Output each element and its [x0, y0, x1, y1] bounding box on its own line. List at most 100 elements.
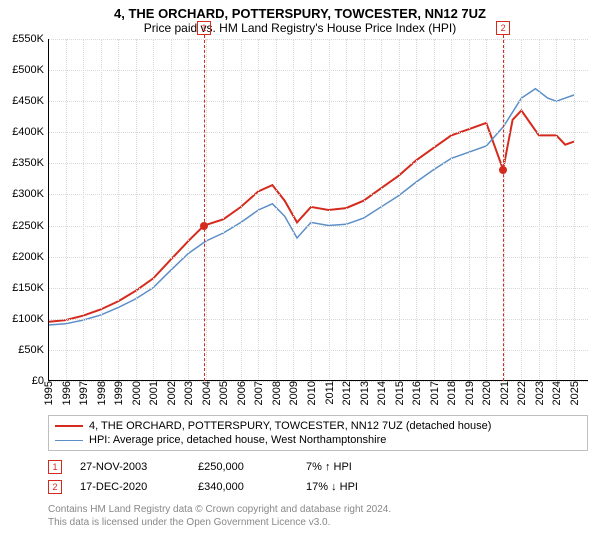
x-tick-label: 2018 — [444, 381, 458, 405]
footer-line2: This data is licensed under the Open Gov… — [48, 516, 588, 529]
gridline-v — [276, 39, 277, 381]
x-tick-label: 2015 — [392, 381, 406, 405]
legend-swatch — [55, 440, 83, 441]
x-axis — [48, 380, 588, 381]
x-tick-label: 2004 — [199, 381, 213, 405]
sale-price: £250,000 — [198, 461, 288, 473]
x-tick-label: 1998 — [94, 381, 108, 405]
y-tick-label: £500K — [12, 64, 48, 76]
y-tick-label: £550K — [12, 33, 48, 45]
gridline-v — [399, 39, 400, 381]
footer-line1: Contains HM Land Registry data © Crown c… — [48, 503, 588, 516]
gridline-v — [118, 39, 119, 381]
gridline-v — [188, 39, 189, 381]
x-tick-label: 1995 — [41, 381, 55, 405]
x-tick-label: 2022 — [514, 381, 528, 405]
x-tick-label: 2005 — [216, 381, 230, 405]
y-tick-label: £350K — [12, 157, 48, 169]
y-axis — [48, 39, 49, 381]
gridline-v — [241, 39, 242, 381]
gridline-v — [293, 39, 294, 381]
plot-region: £0£50K£100K£150K£200K£250K£300K£350K£400… — [48, 39, 588, 381]
gridline-h — [48, 163, 588, 164]
legend-item: HPI: Average price, detached house, West… — [55, 433, 581, 447]
gridline-v — [206, 39, 207, 381]
gridline-v — [539, 39, 540, 381]
gridline-v — [101, 39, 102, 381]
sale-marker-box: 2 — [496, 21, 510, 35]
sale-row: 217-DEC-2020£340,00017% ↓ HPI — [48, 477, 588, 497]
gridline-v — [381, 39, 382, 381]
gridline-v — [469, 39, 470, 381]
sale-marker-dot — [499, 166, 507, 174]
y-tick-label: £400K — [12, 126, 48, 138]
gridline-v — [153, 39, 154, 381]
x-tick-label: 2011 — [322, 381, 336, 405]
gridline-v — [364, 39, 365, 381]
x-tick-label: 1996 — [59, 381, 73, 405]
x-tick-label: 2020 — [479, 381, 493, 405]
legend-label: HPI: Average price, detached house, West… — [89, 434, 386, 446]
x-tick-label: 2000 — [129, 381, 143, 405]
legend-item: 4, THE ORCHARD, POTTERSPURY, TOWCESTER, … — [55, 419, 581, 433]
sale-row-marker: 2 — [48, 480, 62, 494]
y-tick-label: £250K — [12, 220, 48, 232]
sale-diff: 7% ↑ HPI — [306, 461, 406, 473]
footer: Contains HM Land Registry data © Crown c… — [48, 503, 588, 529]
gridline-v — [416, 39, 417, 381]
x-tick-label: 2014 — [374, 381, 388, 405]
gridline-v — [486, 39, 487, 381]
x-tick-label: 2024 — [549, 381, 563, 405]
sale-marker-line — [204, 35, 205, 381]
legend: 4, THE ORCHARD, POTTERSPURY, TOWCESTER, … — [48, 415, 588, 451]
x-tick-label: 2003 — [181, 381, 195, 405]
x-tick-label: 2012 — [339, 381, 353, 405]
gridline-h — [48, 70, 588, 71]
gridline-v — [258, 39, 259, 381]
gridline-h — [48, 319, 588, 320]
gridline-v — [451, 39, 452, 381]
x-tick-label: 2006 — [234, 381, 248, 405]
x-tick-label: 2008 — [269, 381, 283, 405]
gridline-v — [136, 39, 137, 381]
sale-date: 27-NOV-2003 — [80, 461, 180, 473]
gridline-v — [223, 39, 224, 381]
y-tick-label: £100K — [12, 313, 48, 325]
sale-date: 17-DEC-2020 — [80, 481, 180, 493]
sale-marker-line — [503, 35, 504, 381]
x-tick-label: 2019 — [462, 381, 476, 405]
gridline-v — [311, 39, 312, 381]
sales-table: 1 27-NOV-2003 £250,000 7% ↑ HPI 2 17-DEC-2020… — [48, 457, 588, 497]
gridline-v — [521, 39, 522, 381]
chart-area: £0£50K£100K£150K£200K£250K£300K£350K£400… — [48, 39, 588, 409]
x-tick-label: 2001 — [146, 381, 160, 405]
legend-swatch — [55, 425, 83, 427]
chart-lines — [48, 39, 588, 381]
sale-row-marker: 1 — [48, 460, 62, 474]
x-tick-label: 1997 — [76, 381, 90, 405]
sale-marker-dot — [200, 222, 208, 230]
x-tick-label: 2009 — [286, 381, 300, 405]
gridline-h — [48, 39, 588, 40]
gridline-h — [48, 257, 588, 258]
y-tick-label: £150K — [12, 282, 48, 294]
gridline-h — [48, 132, 588, 133]
y-tick-label: £50K — [18, 344, 48, 356]
x-tick-label: 2023 — [532, 381, 546, 405]
y-tick-label: £200K — [12, 251, 48, 263]
sale-row: 1 27-NOV-2003 £250,000 7% ↑ HPI — [48, 457, 588, 477]
x-tick-label: 2002 — [164, 381, 178, 405]
x-tick-label: 2013 — [357, 381, 371, 405]
gridline-v — [329, 39, 330, 381]
x-tick-label: 1999 — [111, 381, 125, 405]
legend-label: 4, THE ORCHARD, POTTERSPURY, TOWCESTER, … — [89, 420, 491, 432]
gridline-v — [574, 39, 575, 381]
x-tick-label: 2025 — [567, 381, 581, 405]
gridline-h — [48, 101, 588, 102]
gridline-h — [48, 226, 588, 227]
x-tick-label: 2010 — [304, 381, 318, 405]
x-tick-label: 2016 — [409, 381, 423, 405]
chart-title: 4, THE ORCHARD, POTTERSPURY, TOWCESTER, … — [0, 0, 600, 21]
gridline-v — [66, 39, 67, 381]
x-tick-label: 2017 — [427, 381, 441, 405]
